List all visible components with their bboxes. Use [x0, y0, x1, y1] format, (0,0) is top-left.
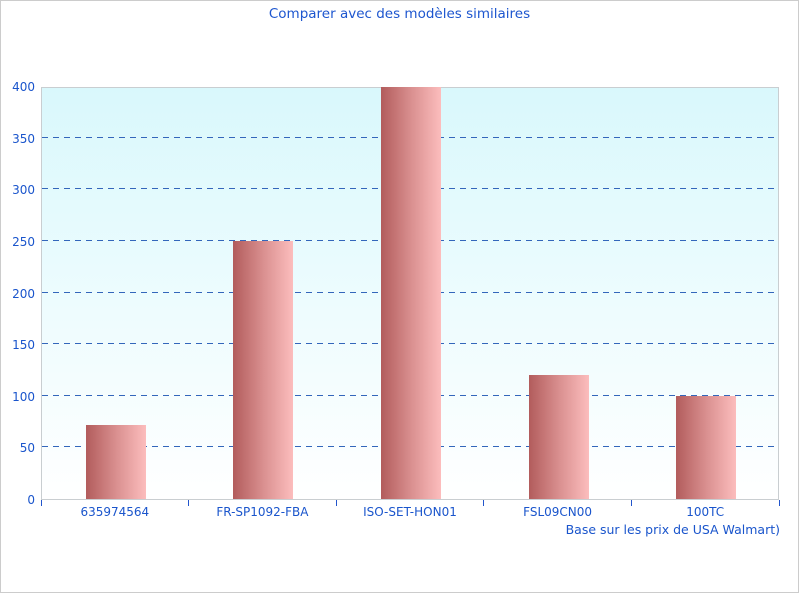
bar-635974564: [85, 424, 146, 499]
x-axis-tick: [188, 500, 190, 506]
x-axis-tick: [40, 500, 42, 506]
bar-100TC: [676, 395, 737, 499]
y-tick-label: 0: [27, 493, 35, 507]
y-tick-label: 100: [12, 389, 35, 404]
x-axis-tick: [335, 500, 337, 506]
plot-area: [41, 87, 779, 500]
bar-ISO-SET-HON01: [381, 87, 441, 499]
y-tick-label: 300: [12, 183, 35, 198]
y-tick-label: 200: [12, 286, 35, 301]
y-tick-label: 400: [12, 80, 35, 94]
x-category-label: 635974564: [80, 505, 150, 519]
x-axis-tick: [483, 500, 485, 506]
y-tick-label: 250: [12, 234, 35, 249]
x-category-label: FSL09CN00: [523, 505, 593, 519]
x-category-label: FR-SP1092-FBA: [216, 505, 309, 519]
source-caption: Base sur les prix de USA Walmart): [565, 522, 780, 537]
bar-FSL09CN00: [528, 375, 589, 499]
y-tick-label: 150: [12, 338, 35, 353]
y-tick-label: 350: [12, 131, 35, 146]
x-axis-tick: [778, 500, 780, 506]
x-category-label: ISO-SET-HON01: [363, 505, 457, 519]
bar-FR-SP1092-FBA: [233, 240, 294, 499]
x-axis-tick: [630, 500, 632, 506]
x-category-label: 100TC: [686, 505, 725, 519]
y-tick-label: 50: [19, 441, 35, 456]
chart-title: Comparer avec des modèles similaires: [268, 6, 531, 22]
